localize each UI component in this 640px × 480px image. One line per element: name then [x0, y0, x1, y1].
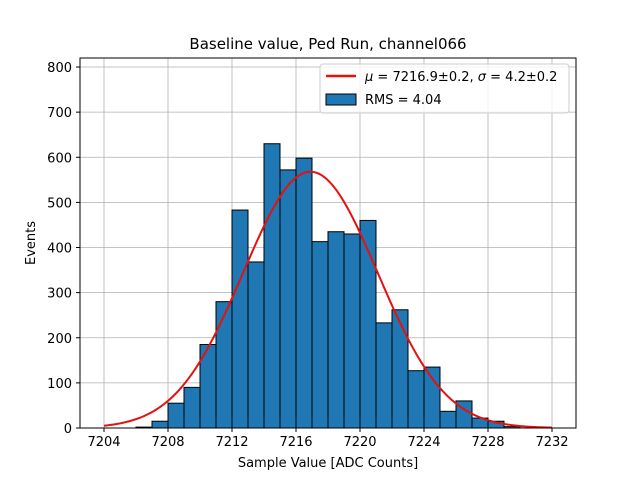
y-axis-label: Events — [24, 221, 39, 265]
histogram-bar — [423, 366, 441, 429]
x-axis-label: Sample Value [ADC Counts] — [238, 456, 418, 471]
x-tick-label: 7224 — [407, 435, 440, 450]
histogram-bar — [151, 420, 169, 429]
x-tick-label: 7208 — [151, 435, 184, 450]
histogram-bar — [167, 402, 185, 429]
histogram-bar — [343, 233, 361, 429]
x-tick-label: 7204 — [87, 435, 120, 450]
y-tick-label: 200 — [47, 332, 72, 347]
histogram-bar — [311, 241, 329, 429]
legend-rms-swatch — [325, 93, 357, 106]
y-tick-label: 100 — [47, 377, 72, 392]
legend-box — [319, 63, 570, 114]
legend: μ = 7216.9±0.2, σ = 4.2±0.2 RMS = 4.04 — [319, 63, 570, 114]
y-tick-label: 600 — [47, 151, 72, 166]
legend-rms-label: RMS = 4.04 — [365, 93, 442, 108]
y-tick-label: 0 — [64, 422, 72, 437]
x-tick-label: 7220 — [343, 435, 376, 450]
histogram-bar — [327, 231, 345, 429]
y-tick-label: 800 — [47, 61, 72, 76]
y-axis-ticks: 0 100 200 300 400 500 600 700 800 — [47, 61, 80, 437]
histogram-bar — [439, 410, 457, 429]
histogram-bar — [183, 386, 201, 429]
x-tick-label: 7216 — [279, 435, 312, 450]
y-tick-label: 700 — [47, 106, 72, 121]
histogram-bar — [263, 143, 281, 429]
histogram-bar — [407, 370, 425, 429]
histogram-bar — [391, 309, 409, 429]
x-tick-label: 7228 — [471, 435, 504, 450]
histogram-bar — [279, 169, 297, 429]
x-tick-label: 7212 — [215, 435, 248, 450]
x-tick-label: 7232 — [535, 435, 568, 450]
histogram-bar — [215, 301, 233, 429]
histogram-bar — [375, 322, 393, 429]
y-tick-label: 500 — [47, 196, 72, 211]
histogram-bars — [135, 143, 521, 429]
histogram-bar — [231, 209, 249, 429]
plot-frame — [79, 57, 577, 429]
histogram-bar — [247, 261, 265, 429]
y-tick-label: 300 — [47, 287, 72, 302]
legend-fit-label: μ = 7216.9±0.2, σ = 4.2±0.2 — [364, 70, 557, 85]
x-axis-ticks: 7204 7208 7212 7216 7220 7224 7228 7232 — [87, 428, 569, 450]
chart-title: Baseline value, Ped Run, channel066 — [189, 35, 466, 53]
histogram-bar — [295, 157, 313, 429]
y-tick-label: 400 — [47, 242, 72, 257]
gaussian-fit-curve — [103, 170, 553, 429]
